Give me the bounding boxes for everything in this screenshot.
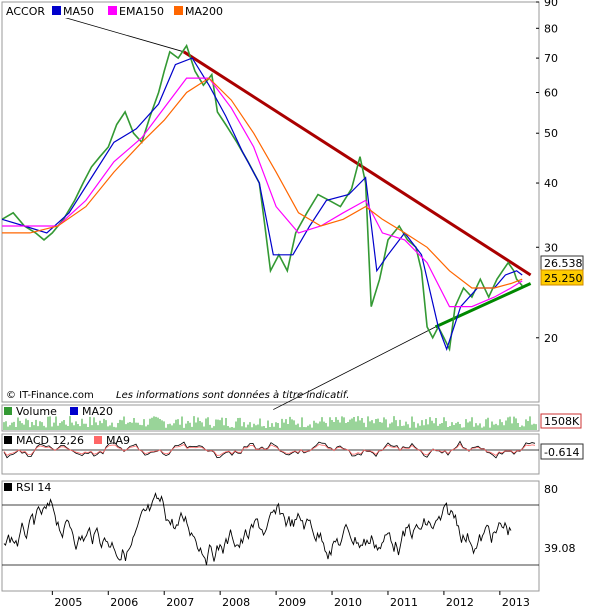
trendline-1 — [182, 50, 532, 277]
trendline-0 — [55, 14, 184, 53]
volume-bars — [3, 416, 537, 430]
series-ma200-line — [2, 77, 523, 289]
x-tick-label: 2008 — [222, 596, 250, 609]
price-panel-frame — [1, 1, 540, 403]
x-tick-label: 2010 — [334, 596, 362, 609]
rsi-tick-80: 80 — [544, 483, 558, 496]
ma50-legend-label: MA50 — [63, 5, 94, 18]
y-tick-label: 60 — [544, 87, 558, 100]
ma200-legend-label: MA200 — [185, 5, 223, 18]
macd-line — [3, 440, 536, 459]
rsi-line — [3, 492, 512, 566]
trendline-2 — [273, 326, 436, 410]
price-axis: 20 30 40 50 60 70 80 90 — [536, 0, 558, 345]
disclaimer-text: Les informations sont données à titre in… — [116, 389, 349, 401]
ma50-legend-swatch — [52, 6, 61, 15]
rsi-legend-swatch — [4, 483, 12, 491]
series-ma50-line — [1, 57, 523, 352]
x-tick-label: 2013 — [502, 596, 530, 609]
last-price-badge — [540, 269, 584, 286]
macd-lines — [3, 440, 536, 459]
macd-value-badge — [540, 443, 584, 460]
x-tick-label: 2009 — [278, 596, 306, 609]
series-ema150-line — [2, 77, 523, 308]
ticker-label: ACCOR — [6, 5, 45, 18]
volume-value-text: 1508K — [544, 415, 580, 428]
y-tick-label: 70 — [544, 52, 558, 65]
price-legend: ACCOR MA50 EMA150 MA200 — [4, 4, 234, 18]
x-tick-label: 2006 — [110, 596, 138, 609]
ma200-legend-swatch — [174, 6, 183, 15]
ema150-legend-label: EMA150 — [119, 5, 164, 18]
ma-value-text: 26.538 — [544, 257, 583, 270]
macd-signal-line — [3, 443, 536, 457]
ema150-legend-swatch — [108, 6, 117, 15]
trendlines — [55, 14, 532, 410]
y-tick-label: 40 — [544, 177, 558, 190]
ma20-legend-label: MA20 — [82, 405, 113, 418]
volume-legend-swatch — [4, 407, 12, 415]
x-tick-label: 2012 — [446, 596, 474, 609]
y-tick-label: 20 — [544, 332, 558, 345]
ma20-legend-swatch — [70, 407, 78, 415]
ma9-legend-swatch — [94, 436, 102, 444]
macd-value-text: -0.614 — [544, 446, 579, 459]
ma9-legend-label: MA9 — [106, 434, 130, 447]
trendline-3 — [434, 282, 532, 329]
volume-value-badge — [540, 413, 582, 429]
x-tick-label: 2007 — [166, 596, 194, 609]
y-tick-label: 50 — [544, 127, 558, 140]
x-tick-label: 2005 — [54, 596, 82, 609]
rsi-panel-frame — [1, 480, 540, 592]
y-tick-label: 30 — [544, 241, 558, 254]
rsi-legend-label: RSI 14 — [16, 481, 51, 494]
price-series — [1, 43, 523, 352]
copyright-text: © IT-Finance.com — [6, 390, 94, 401]
last-price-text: 25.250 — [544, 272, 583, 285]
rsi-series-line — [3, 492, 512, 566]
x-tick-label: 2011 — [390, 596, 418, 609]
volume-legend-label: Volume — [16, 405, 57, 418]
macd-legend-label: MACD 12,26 — [16, 434, 84, 447]
y-tick-label: 90 — [544, 0, 558, 9]
rsi-value-text: 39.08 — [544, 542, 576, 555]
x-axis: 2005 2006 2007 2008 2009 2010 2011 2012 2013 — [51, 591, 530, 609]
macd-panel-frame — [1, 433, 540, 475]
y-tick-label: 80 — [544, 22, 558, 35]
macd-legend-swatch — [4, 436, 12, 444]
